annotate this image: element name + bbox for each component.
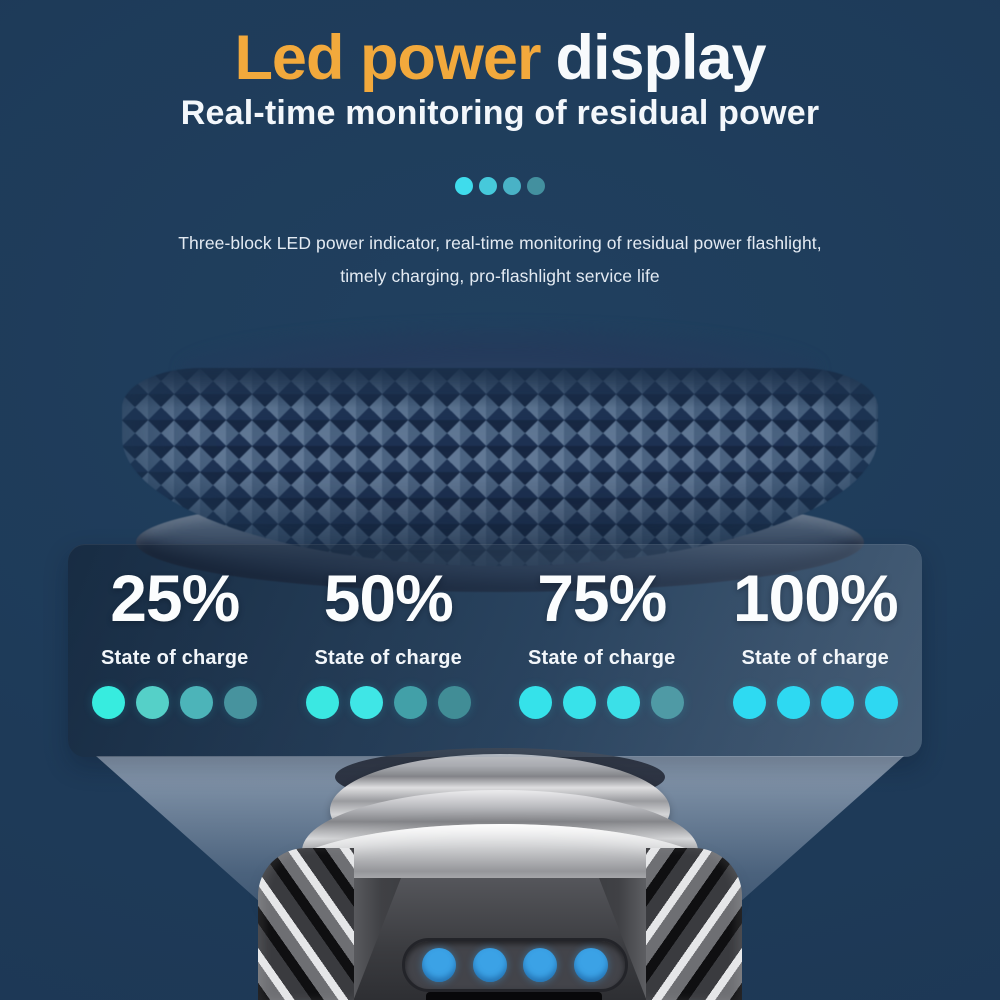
charge-dot-icon	[349, 686, 383, 719]
charge-label: State of charge	[101, 647, 249, 669]
description-line-1: Three-block LED power indicator, real-ti…	[178, 233, 822, 253]
charge-dot-icon	[437, 686, 471, 719]
charge-dot-icon	[519, 686, 553, 719]
flashlight-side-grip-right	[646, 848, 742, 1000]
charge-column-50: 50% State of charge	[282, 544, 496, 757]
page-title-rest: display	[555, 23, 766, 93]
charge-dots	[519, 686, 685, 719]
charge-percent: 100%	[732, 561, 899, 635]
charge-dot-icon	[180, 686, 214, 719]
charge-label: State of charge	[314, 647, 462, 669]
charge-dots	[92, 686, 258, 719]
charge-dot-icon	[393, 686, 427, 719]
charge-percent: 75%	[537, 561, 667, 635]
power-dot-icon	[455, 177, 473, 195]
charge-dot-icon	[136, 686, 170, 719]
power-dot-icon	[527, 177, 545, 195]
display-window	[426, 992, 602, 1000]
charge-dot-icon	[776, 686, 810, 719]
page-title-accent: Led power	[234, 23, 541, 93]
charge-label: State of charge	[528, 647, 676, 669]
power-dot-icon	[503, 177, 521, 195]
charge-dot-icon	[651, 686, 685, 719]
flashlight-side-grip-left	[258, 848, 354, 1000]
charge-column-100: 100% State of charge	[709, 544, 923, 757]
charge-dot-icon	[224, 686, 258, 719]
description-line-2: timely charging, pro-flashlight service …	[340, 266, 660, 286]
led-dot-icon	[523, 948, 558, 982]
power-indicator-dots	[0, 177, 1000, 195]
charge-label: State of charge	[741, 647, 889, 669]
charge-dot-icon	[732, 686, 766, 719]
led-dot-icon	[421, 948, 456, 982]
charge-dots	[305, 686, 471, 719]
flashlight-knurled-grip	[122, 368, 878, 566]
charge-column-25: 25% State of charge	[68, 544, 282, 757]
led-dot-icon	[574, 948, 609, 982]
description-text: Three-block LED power indicator, real-ti…	[0, 227, 1000, 293]
led-indicator-panel	[402, 938, 628, 992]
charge-dots	[732, 686, 898, 719]
charge-dot-icon	[607, 686, 641, 719]
charge-percent: 25%	[110, 561, 240, 635]
charge-column-75: 75% State of charge	[495, 544, 709, 757]
charge-dot-icon	[864, 686, 898, 719]
power-dot-icon	[479, 177, 497, 195]
page-title: Led power display	[0, 22, 1000, 94]
charge-level-panel: 25% State of charge 50% State of charge …	[68, 544, 922, 757]
charge-dot-icon	[820, 686, 854, 719]
charge-dot-icon	[305, 686, 339, 719]
charge-dot-icon	[92, 686, 126, 719]
led-dot-icon	[472, 948, 507, 982]
charge-percent: 50%	[323, 561, 454, 635]
page-subtitle: Real-time monitoring of residual power	[180, 94, 820, 132]
charge-dot-icon	[563, 686, 597, 719]
